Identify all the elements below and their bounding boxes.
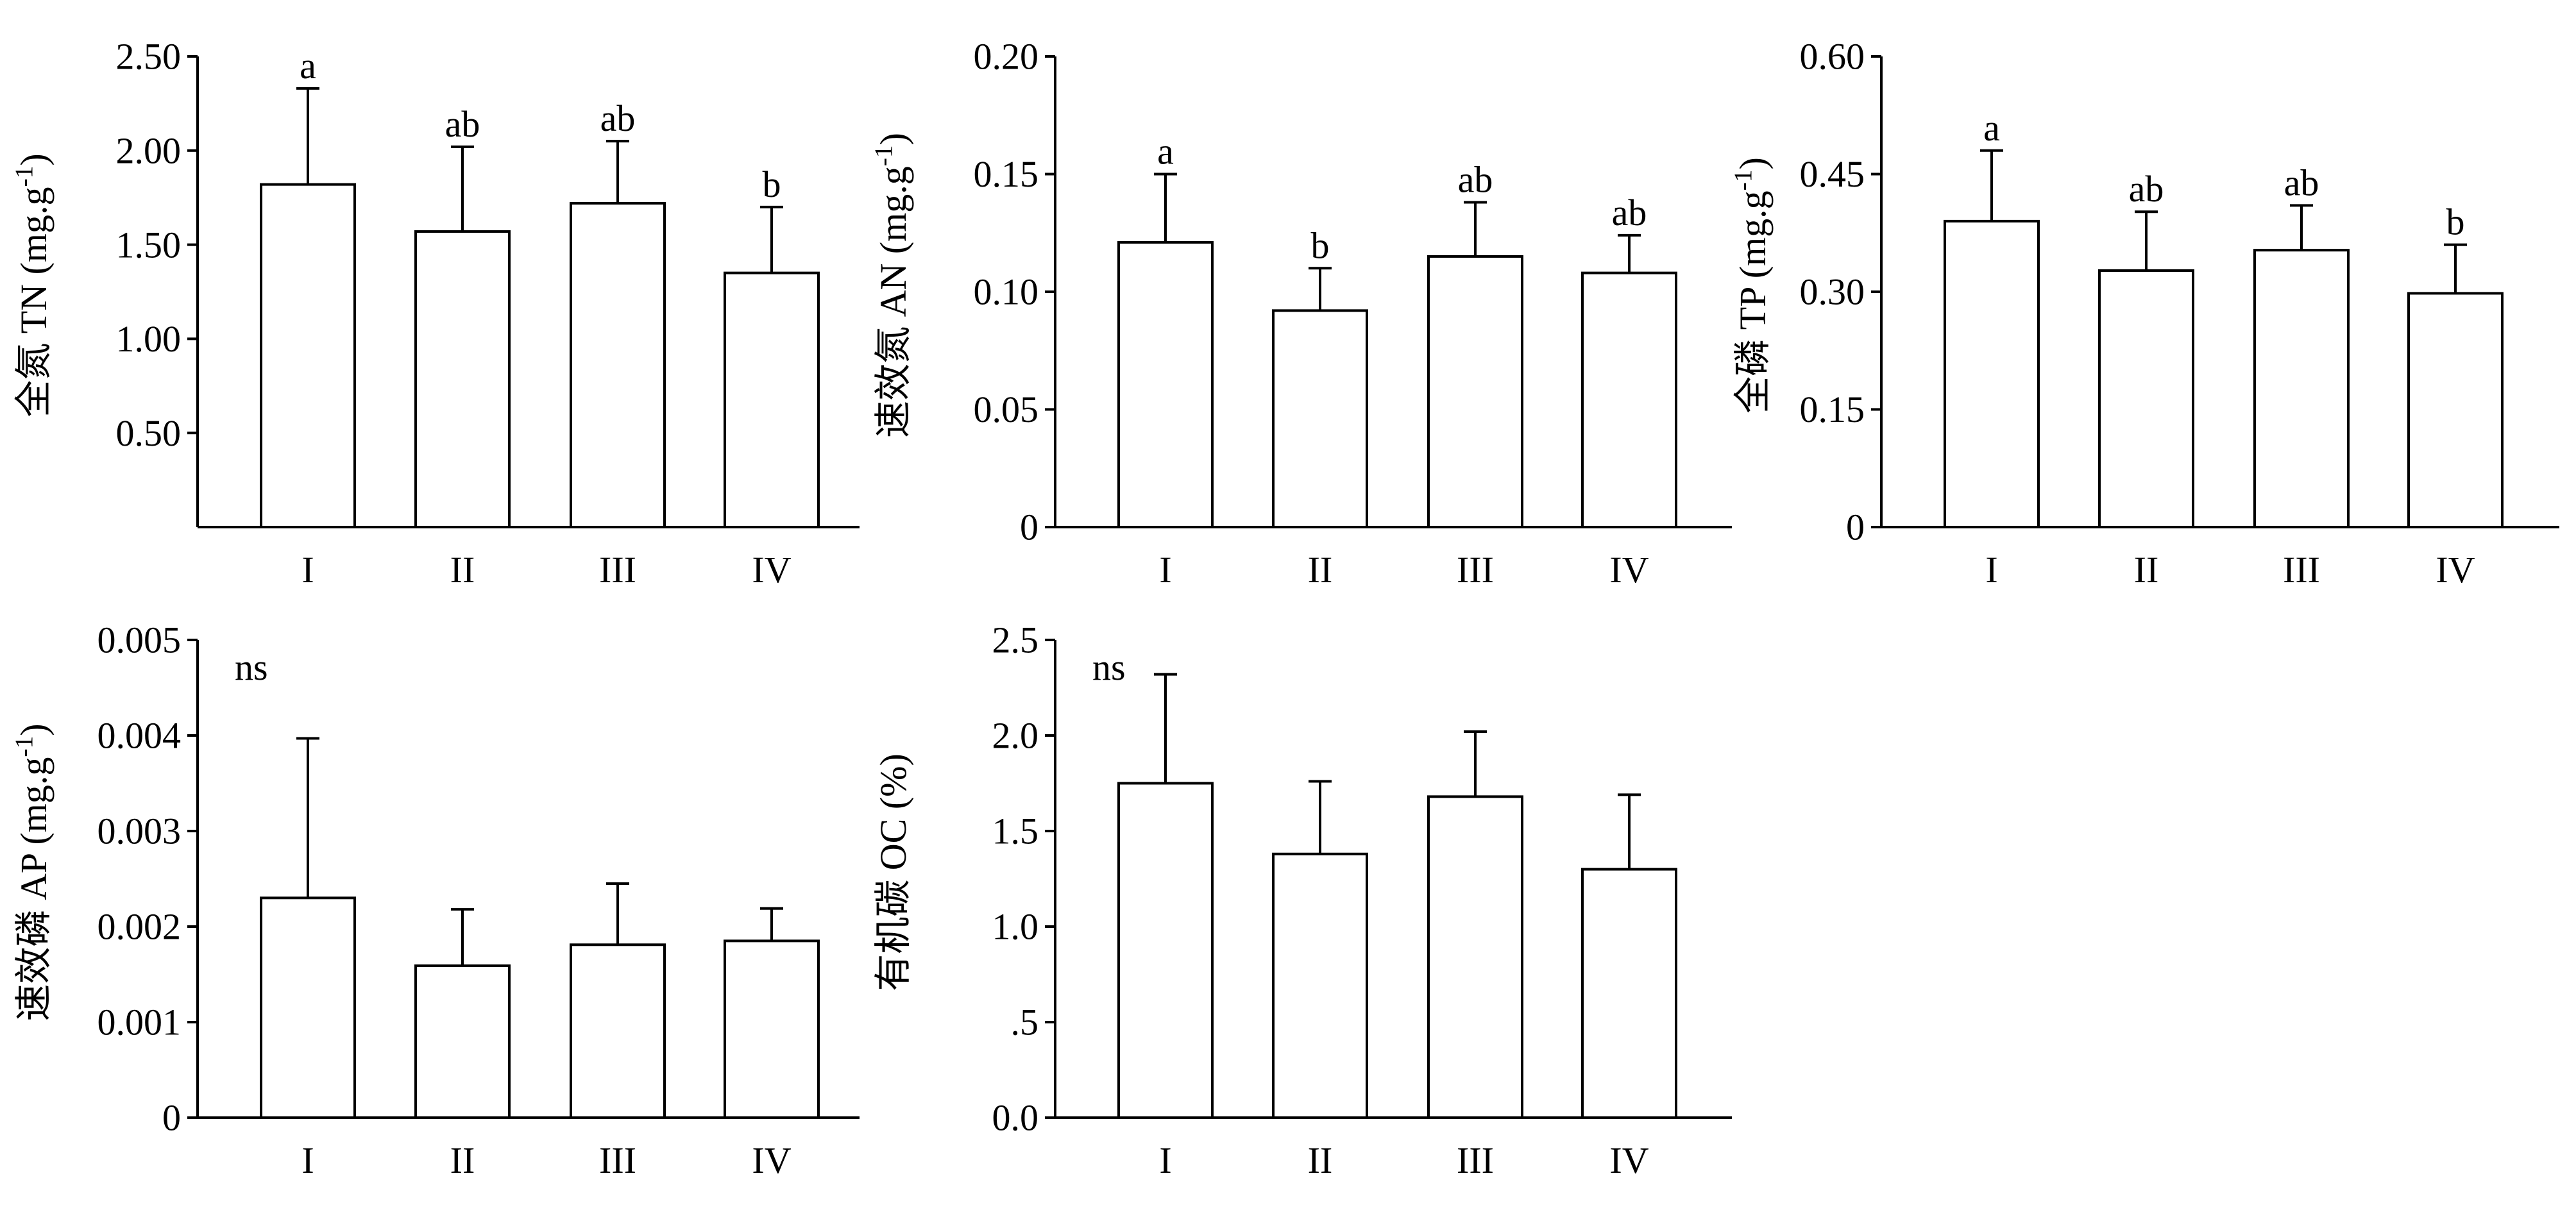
significance-letter: ab [600,97,636,139]
bar-I [260,183,356,528]
bar-II [414,230,511,528]
x-tick-label: III [1457,1139,1494,1181]
x-tick-label: III [599,549,636,591]
x-tick-label: I [301,549,314,591]
bar-I [1117,782,1214,1119]
bar-III [570,943,666,1119]
bar-IV [2407,292,2504,528]
y-tick-label: 2.00 [116,130,182,172]
y-tick-label: 0.15 [1800,389,1865,430]
y-tick-label: 0.15 [974,153,1039,195]
bar-II [1272,309,1368,528]
x-tick-label: IV [752,549,791,591]
y-tick-label: 0.001 [97,1002,182,1043]
chart-svg: 0 0.001 0.002 0.003 0.004 0.005 速效磷 AP (mg.g-1… [10,619,860,1181]
bar-III [1427,255,1523,528]
y-tick-label: 0.002 [97,906,182,948]
bar-IV [724,939,820,1119]
significance-letter: a [1157,131,1174,172]
x-tick-label: II [450,1139,475,1181]
bar-IV [1581,868,1677,1119]
bar-II [1272,852,1368,1119]
y-tick-label: 0.10 [974,271,1039,313]
y-tick-label: 2.5 [992,619,1039,661]
x-tick-label: II [1308,1139,1333,1181]
significance-letter: ab [2284,162,2319,203]
y-tick-label: 0.004 [97,715,182,757]
x-tick-label: II [450,549,475,591]
chart-svg: 0.50 1.00 1.50 2.00 2.50 全氮 TN (mg.g-1) Ia II ab… [10,36,860,591]
bar-II [414,964,511,1120]
bar-III [1427,795,1523,1119]
x-tick-label: IV [752,1139,791,1181]
y-axis-label: 速效磷 AP (mg.g-1) [10,723,55,1021]
x-tick-label: III [2283,549,2320,591]
y-tick-label: 0.0 [992,1097,1039,1139]
chart-panel-5: 0.0.5 1.0 1.5 2.0 2.5 有机碳 OC (%) I II III IV ns [860,603,1732,1210]
y-tick-label: 1.5 [992,811,1039,852]
x-tick-label: I [301,1139,314,1181]
x-tick-label: I [1159,1139,1171,1181]
bar-II [2098,269,2194,528]
y-tick-label: 0 [162,1097,181,1139]
significance-letter: b [1311,224,1330,266]
x-tick-label: IV [1609,1139,1648,1181]
y-tick-label: 1.0 [992,906,1039,948]
y-axis-label: 全氮 TN (mg.g-1) [10,153,55,417]
significance-note: ns [1092,646,1126,688]
chart-svg: 0 0.05 0.10 0.15 0.20 速效氮 AN (mg.g-1) Ia II b III… [869,36,1732,591]
y-tick-label: 0.005 [97,619,182,661]
significance-letter: ab [1458,159,1493,201]
x-tick-label: III [599,1139,636,1181]
significance-letter: ab [2129,168,2164,210]
y-tick-label: 0.003 [97,811,182,852]
x-tick-label: IV [1609,549,1648,591]
significance-letter: a [300,45,316,87]
bar-IV [1581,271,1677,528]
x-tick-label: III [1457,549,1494,591]
x-tick-label: I [1159,549,1171,591]
x-tick-label: II [1308,549,1333,591]
significance-letter: a [1983,107,2000,149]
y-tick-label: 2.0 [992,715,1039,757]
y-tick-label: 0.45 [1800,153,1865,195]
x-tick-label: IV [2436,549,2475,591]
significance-letter: ab [445,103,480,145]
significance-letter: b [2446,201,2465,243]
y-tick-label: 0.20 [974,36,1039,78]
y-axis-label: 速效氮 AN (mg.g-1) [869,133,914,438]
y-tick-label: .5 [1011,1002,1039,1043]
y-tick-label: 0.05 [974,389,1039,430]
bar-III [2253,249,2350,528]
significance-letter: b [763,164,781,205]
y-tick-label: 0.60 [1800,36,1865,78]
bar-I [260,896,356,1119]
significance-letter: ab [1612,192,1647,233]
bar-IV [724,271,820,528]
chart-svg: 0 0.15 0.30 0.45 0.60 全磷 TP (mg.g-1) Ia II ab III… [1729,36,2559,591]
y-tick-label: 1.00 [116,318,182,360]
bar-I [1117,240,1214,528]
y-tick-label: 1.50 [116,224,182,265]
significance-note: ns [235,646,268,688]
y-tick-label: 0.30 [1800,271,1865,313]
y-tick-label: 0 [1020,507,1038,548]
y-tick-label: 0 [1846,507,1865,548]
y-tick-label: 0.50 [116,412,182,454]
bar-III [570,202,666,528]
y-axis-label: 全磷 TP (mg.g-1) [1729,157,1774,414]
bar-I [1944,219,2040,528]
y-axis-label: 有机碳 OC (%) [872,753,914,991]
x-tick-label: I [1985,549,1997,591]
x-tick-label: II [2134,549,2159,591]
chart-panel-4: 0 0.001 0.002 0.003 0.004 0.005 速效磷 AP (mg.g-1… [0,603,860,1210]
y-tick-label: 2.50 [116,36,182,78]
